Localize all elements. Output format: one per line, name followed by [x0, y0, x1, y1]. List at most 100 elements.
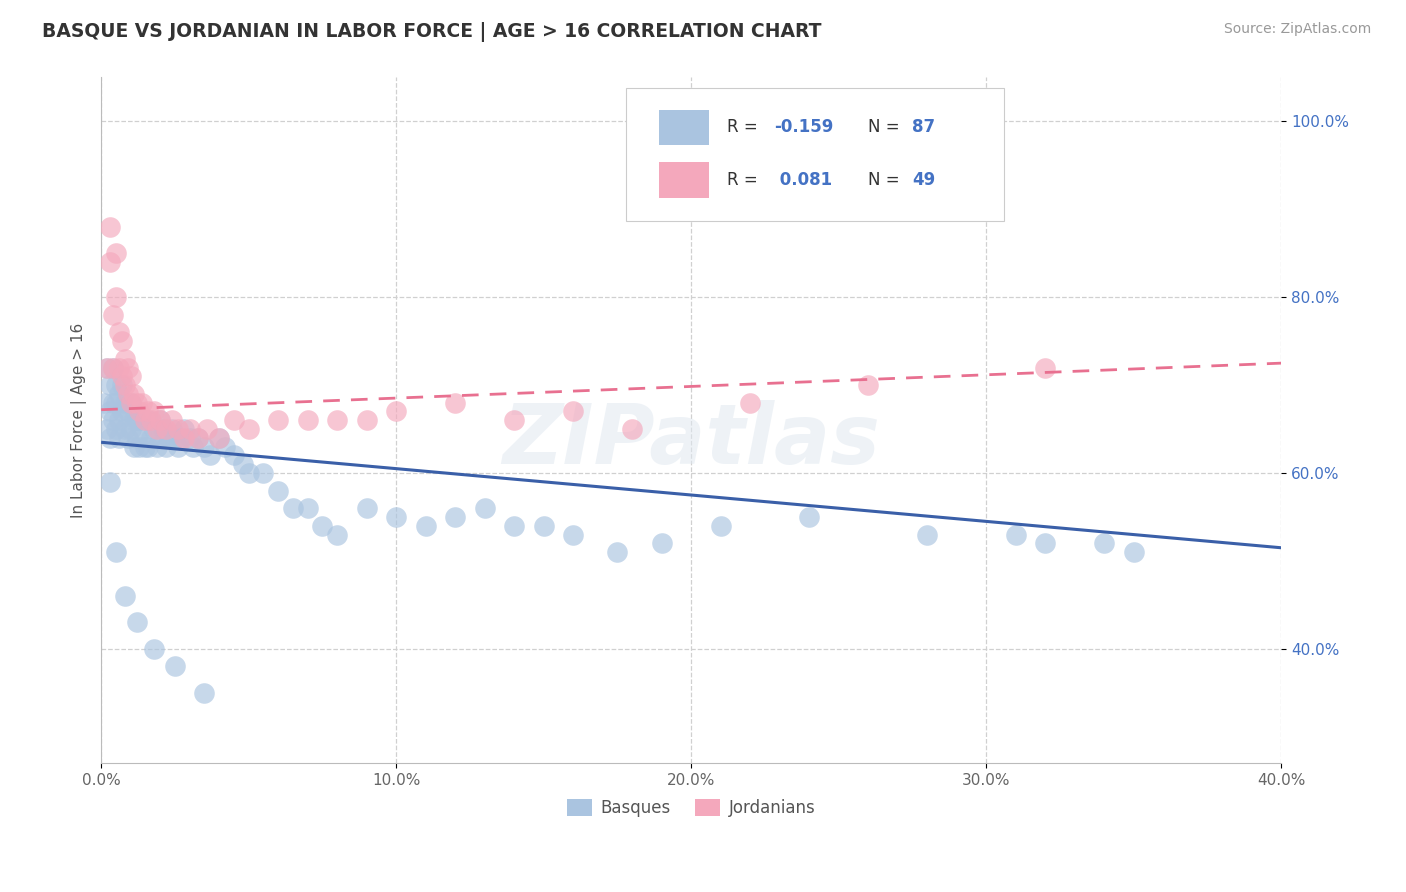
Point — [444, 395, 467, 409]
Point — [155, 440, 177, 454]
Point — [222, 413, 245, 427]
Point — [143, 404, 166, 418]
Point — [117, 431, 139, 445]
Text: ZIPatlas: ZIPatlas — [502, 401, 880, 482]
Point — [128, 404, 150, 418]
Point — [122, 413, 145, 427]
Point — [120, 422, 142, 436]
Point — [111, 404, 134, 418]
Point — [125, 431, 148, 445]
Point — [200, 449, 222, 463]
Point — [152, 422, 174, 436]
Point — [98, 404, 121, 418]
Point — [143, 422, 166, 436]
Point — [131, 422, 153, 436]
Point — [131, 395, 153, 409]
Point — [136, 413, 159, 427]
Point — [1033, 360, 1056, 375]
Point — [710, 518, 733, 533]
Point — [385, 510, 408, 524]
Point — [104, 378, 127, 392]
Point — [238, 466, 260, 480]
Point — [128, 413, 150, 427]
Point — [267, 483, 290, 498]
FancyBboxPatch shape — [659, 110, 709, 145]
Point — [562, 527, 585, 541]
Point — [1122, 545, 1144, 559]
Point — [1004, 527, 1026, 541]
Point — [311, 518, 333, 533]
Point — [136, 404, 159, 418]
Point — [621, 422, 644, 436]
Point — [101, 413, 124, 427]
Point — [214, 440, 236, 454]
Point — [117, 387, 139, 401]
Point — [503, 518, 526, 533]
Point — [208, 431, 231, 445]
Point — [149, 413, 172, 427]
Point — [606, 545, 628, 559]
Point — [134, 440, 156, 454]
Point — [503, 413, 526, 427]
Point — [157, 431, 180, 445]
Point — [98, 219, 121, 234]
Y-axis label: In Labor Force | Age > 16: In Labor Force | Age > 16 — [72, 323, 87, 518]
Point — [915, 527, 938, 541]
Point — [143, 641, 166, 656]
Point — [740, 395, 762, 409]
Point — [163, 431, 186, 445]
Point — [117, 360, 139, 375]
Point — [179, 431, 201, 445]
Point — [149, 431, 172, 445]
Point — [104, 395, 127, 409]
Point — [187, 431, 209, 445]
Point — [120, 369, 142, 384]
Point — [166, 440, 188, 454]
Point — [326, 527, 349, 541]
Point — [141, 413, 163, 427]
Text: R =: R = — [727, 171, 762, 189]
Point — [444, 510, 467, 524]
Point — [114, 378, 136, 392]
Point — [149, 413, 172, 427]
Point — [96, 360, 118, 375]
Point — [797, 510, 820, 524]
Point — [252, 466, 274, 480]
Point — [104, 545, 127, 559]
Point — [136, 440, 159, 454]
Point — [108, 360, 131, 375]
Point — [179, 422, 201, 436]
Point — [96, 422, 118, 436]
Point — [146, 440, 169, 454]
Point — [533, 518, 555, 533]
Text: Source: ZipAtlas.com: Source: ZipAtlas.com — [1223, 22, 1371, 37]
Point — [120, 395, 142, 409]
Point — [356, 501, 378, 516]
Point — [104, 246, 127, 260]
Point — [193, 440, 215, 454]
FancyBboxPatch shape — [626, 87, 1004, 221]
Point — [98, 255, 121, 269]
Point — [122, 387, 145, 401]
Point — [474, 501, 496, 516]
Point — [297, 501, 319, 516]
Point — [173, 422, 195, 436]
Text: N =: N = — [868, 171, 905, 189]
Point — [173, 431, 195, 445]
Point — [385, 404, 408, 418]
Point — [111, 369, 134, 384]
Point — [96, 360, 118, 375]
Point — [222, 449, 245, 463]
Point — [163, 659, 186, 673]
Text: 49: 49 — [911, 171, 935, 189]
Point — [104, 290, 127, 304]
Point — [98, 431, 121, 445]
Text: -0.159: -0.159 — [773, 119, 834, 136]
Point — [111, 378, 134, 392]
Point — [111, 334, 134, 348]
Text: BASQUE VS JORDANIAN IN LABOR FORCE | AGE > 16 CORRELATION CHART: BASQUE VS JORDANIAN IN LABOR FORCE | AGE… — [42, 22, 821, 42]
Point — [232, 457, 254, 471]
Text: 0.081: 0.081 — [773, 171, 832, 189]
Point — [114, 422, 136, 436]
Point — [108, 387, 131, 401]
